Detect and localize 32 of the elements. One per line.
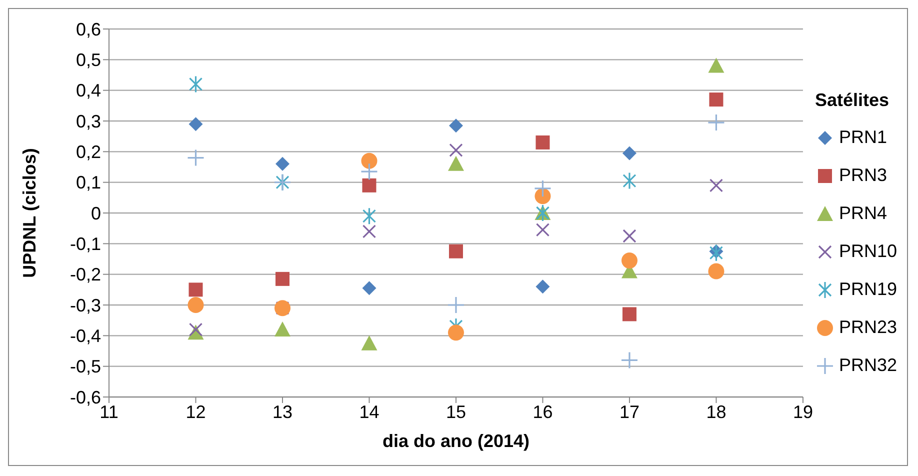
y-tick-label: 0,1 <box>76 172 101 193</box>
legend-label: PRN32 <box>838 355 897 376</box>
y-tick-label: 0 <box>90 203 101 224</box>
x-tick-label: 13 <box>272 402 293 422</box>
legend-label: PRN10 <box>838 241 897 262</box>
x-axis-title: dia do ano (2014) <box>382 431 530 451</box>
legend-label: PRN3 <box>838 165 887 186</box>
x-tick-label: 17 <box>619 402 640 422</box>
y-tick-label: -0,1 <box>70 234 101 254</box>
x-tick-label: 18 <box>706 402 726 422</box>
y-tick-label: -0,6 <box>70 387 101 408</box>
x-tick-label: 14 <box>359 402 380 422</box>
y-tick-label: -0,2 <box>70 264 101 285</box>
x-tick-label: 16 <box>532 402 553 422</box>
y-tick-label: -0,3 <box>70 295 101 316</box>
legend-label: PRN4 <box>838 203 887 224</box>
y-tick-label: 0,2 <box>76 142 101 162</box>
x-tick-label: 12 <box>186 402 206 422</box>
x-tick-label: 11 <box>100 402 118 422</box>
y-tick-label: -0,5 <box>70 356 101 377</box>
legend-label: PRN19 <box>838 279 897 300</box>
y-tick-label: 0,6 <box>76 19 101 40</box>
y-axis-title: UPDNL (ciclos) <box>19 148 40 278</box>
y-tick-label: 0,3 <box>76 111 101 132</box>
y-tick-label: 0,4 <box>76 80 101 101</box>
y-tick-label: 0,5 <box>76 50 101 70</box>
legend-title: Satélites <box>814 90 890 110</box>
y-tick-label: -0,4 <box>70 326 101 346</box>
legend-label: PRN1 <box>838 127 887 148</box>
x-tick-label: 15 <box>446 402 466 422</box>
x-tick-label: 19 <box>792 402 813 422</box>
legend-label: PRN23 <box>838 317 897 338</box>
